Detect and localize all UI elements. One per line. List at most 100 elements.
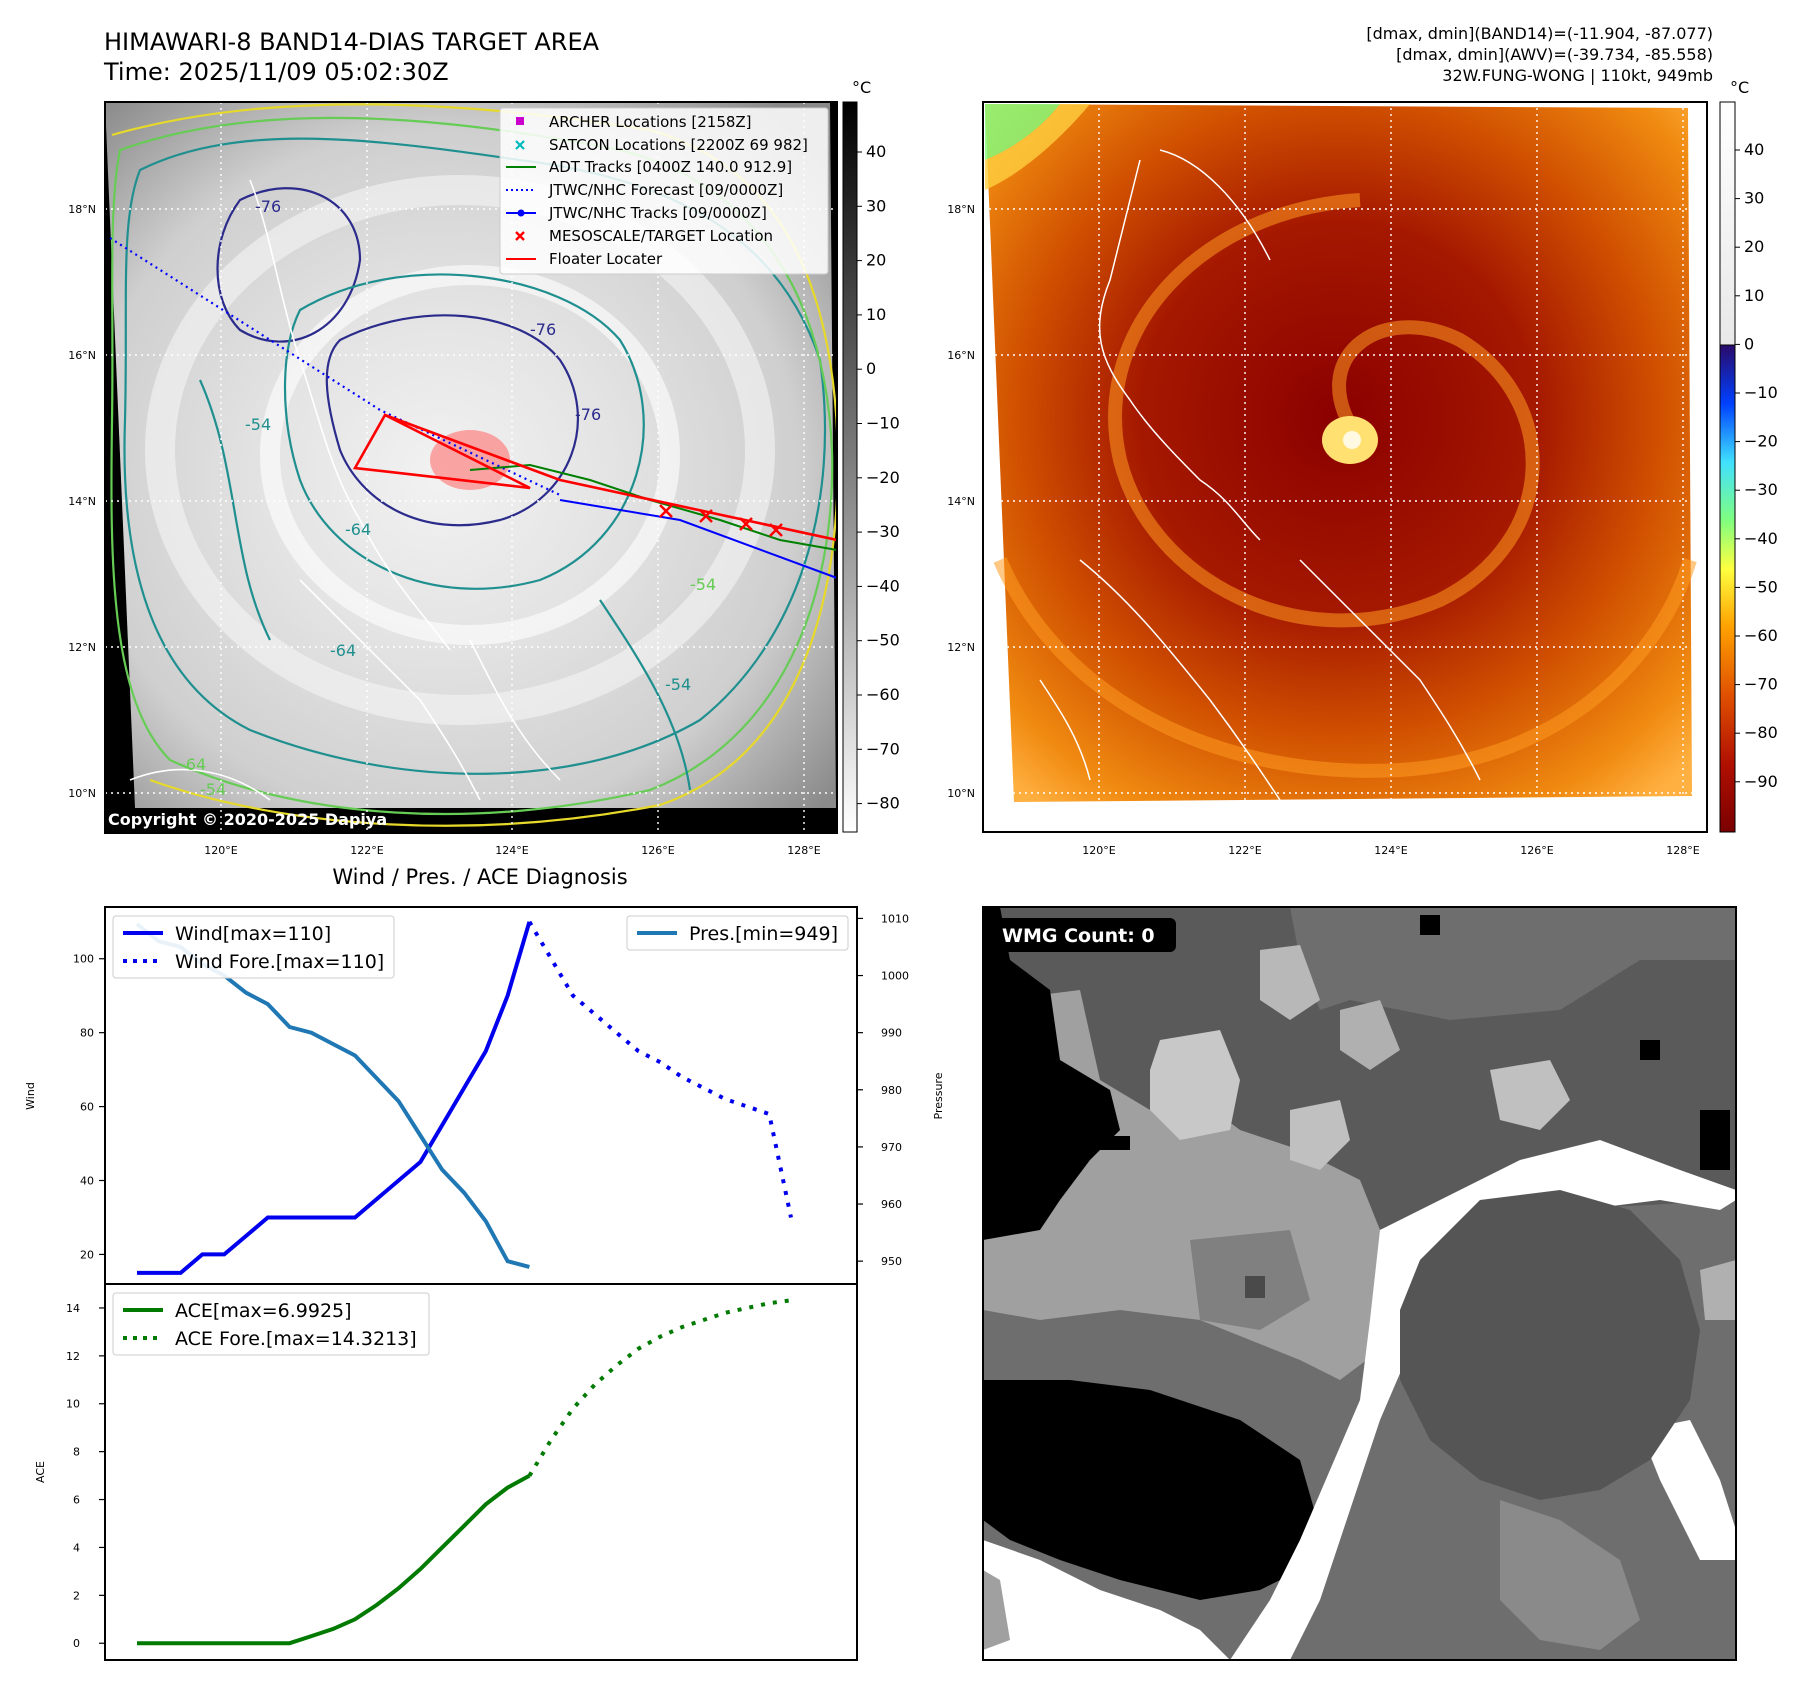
colorbar-tick-label: −50 (1744, 577, 1778, 596)
info-band14: [dmax, dmin](BAND14)=(-11.904, -87.077) (1366, 24, 1713, 43)
legend-label: Pres.[min=949] (689, 923, 838, 945)
colorbar-tick-label: −80 (866, 794, 900, 813)
contour-label: -76 (530, 320, 556, 339)
wmg-panel: WMG Count: 0 (982, 906, 1737, 1661)
lat-label: 12°N (947, 641, 975, 654)
wind-pressure-chart: 20 40 60 80 100 950 960 970 980 990 1000 1010 Wind… (24, 906, 945, 1285)
info-storm: 32W.FUNG-WONG | 110kt, 949mb (1442, 66, 1713, 85)
y-tick-label: 80 (80, 1027, 94, 1040)
left-colorbar (842, 101, 858, 833)
lon-label: 126°E (641, 844, 674, 857)
pressure-axis-label: Pressure (932, 1072, 945, 1119)
colorbar-unit: °C (852, 78, 871, 97)
colorbar-tick-label: 30 (866, 196, 886, 215)
lon-label: 122°E (350, 844, 383, 857)
legend-label: ACE Fore.[max=14.3213] (175, 1328, 417, 1350)
y-tick-label: 12 (66, 1350, 80, 1363)
y2-tick-label: 990 (881, 1027, 902, 1040)
square-marker-icon (516, 117, 524, 125)
colorbar-tick-label: −40 (866, 576, 900, 595)
ace-chart: 0 2 4 6 8 10 12 14 ACE ACE[max=6.9925] ACE Fore… (34, 1283, 858, 1661)
lon-label: 128°E (1666, 844, 1699, 857)
ace-legend: ACE[max=6.9925] ACE Fore.[max=14.3213] (112, 1292, 430, 1356)
floater-locater (352, 413, 531, 490)
y-tick-label: 2 (73, 1589, 80, 1602)
lat-label: 14°N (947, 495, 975, 508)
y-tick-label: 6 (73, 1494, 80, 1507)
y-tick-label: 8 (73, 1446, 80, 1459)
lon-label: 128°E (787, 844, 820, 857)
lat-label: 18°N (68, 203, 96, 216)
lat-label: 14°N (68, 495, 96, 508)
x-marker-icon (515, 231, 525, 241)
legend-label: Wind[max=110] (175, 923, 331, 945)
colorbar-tick-label: −30 (866, 522, 900, 541)
lat-label: 16°N (947, 349, 975, 362)
contour-label: -54 (245, 415, 271, 434)
contour-label: -64 (180, 755, 206, 774)
lon-label: 126°E (1520, 844, 1553, 857)
y-tick-label: 0 (73, 1637, 80, 1650)
right-colorbar-upper (1719, 101, 1736, 346)
lon-label: 120°E (204, 844, 237, 857)
y-tick-label: 100 (73, 953, 94, 966)
y-tick-label: 10 (66, 1398, 80, 1411)
colorbar-tick-label: −40 (1744, 529, 1778, 548)
storm-eye (430, 430, 510, 490)
colorbar-tick-label: −10 (1744, 383, 1778, 402)
y2-tick-label: 1010 (881, 912, 909, 925)
x-marker-icon (515, 140, 525, 150)
right-colorbar-lower (1719, 344, 1736, 833)
figure-time: Time: 2025/11/09 05:02:30Z (103, 58, 449, 86)
diagnosis-title: Wind / Pres. / ACE Diagnosis (332, 865, 627, 889)
right-map-panel: 18°N 16°N 14°N 12°N 10°N 120°E 122°E 124… (947, 78, 1778, 857)
colorbar-tick-label: 0 (866, 359, 876, 378)
legend-label: Floater Locater (549, 250, 663, 268)
y2-tick-label: 1000 (881, 970, 909, 983)
y-tick-label: 60 (80, 1101, 94, 1114)
colorbar-tick-label: −60 (1744, 626, 1778, 645)
contour-label: -54 (690, 575, 716, 594)
colorbar-tick-label: 20 (1744, 237, 1764, 256)
legend-label: ACE[max=6.9925] (175, 1300, 352, 1322)
wmg-count-label: WMG Count: 0 (1002, 925, 1155, 947)
left-map-legend: ARCHER Locations [2158Z] SATCON Location… (499, 107, 829, 275)
contour-label: -64 (345, 520, 371, 539)
contour-label: -76 (575, 405, 601, 424)
contour-label: -54 (200, 780, 226, 799)
lat-label: 10°N (68, 787, 96, 800)
colorbar-tick-label: −10 (866, 414, 900, 433)
y-tick-label: 14 (66, 1302, 80, 1315)
pressure-legend: Pres.[min=949] (626, 915, 849, 951)
lon-label: 120°E (1082, 844, 1115, 857)
colorbar-tick-label: 20 (866, 251, 886, 270)
colorbar-unit: °C (1730, 78, 1749, 97)
wind-axis-label: Wind (24, 1082, 37, 1110)
colorbar-tick-label: 10 (866, 305, 886, 324)
lon-label: 124°E (495, 844, 528, 857)
legend-label: Wind Fore.[max=110] (175, 951, 384, 973)
lat-label: 10°N (947, 787, 975, 800)
jtwc-track-line (559, 499, 837, 579)
colorbar-tick-label: −90 (1744, 772, 1778, 791)
y2-tick-label: 960 (881, 1198, 902, 1211)
colorbar-tick-label: 30 (1744, 189, 1764, 208)
colorbar-tick-label: 40 (1744, 140, 1764, 159)
contour-label: -54 (665, 675, 691, 694)
colorbar-tick-label: 0 (1744, 334, 1754, 353)
colorbar-tick-label: −50 (866, 631, 900, 650)
y2-tick-label: 980 (881, 1084, 902, 1097)
legend-label: SATCON Locations [2200Z 69 982] (549, 136, 808, 154)
wind-legend: Wind[max=110] Wind Fore.[max=110] (112, 915, 395, 979)
left-map-panel: -76 -76 -76 -54 -64 -64 -54 -54 -64 -54 … (68, 78, 900, 857)
copyright-text: Copyright © 2020-2025 Dapiya (108, 810, 387, 829)
colorbar-tick-label: −60 (866, 685, 900, 704)
colorbar-tick-label: −30 (1744, 480, 1778, 499)
colorbar-tick-label: −20 (1744, 432, 1778, 451)
legend-label: MESOSCALE/TARGET Location (549, 227, 773, 245)
lon-label: 124°E (1374, 844, 1407, 857)
colorbar-tick-label: −20 (866, 468, 900, 487)
wind-series-line (137, 921, 532, 1275)
ace-series-line (137, 1474, 531, 1646)
colorbar-tick-label: −70 (1744, 675, 1778, 694)
